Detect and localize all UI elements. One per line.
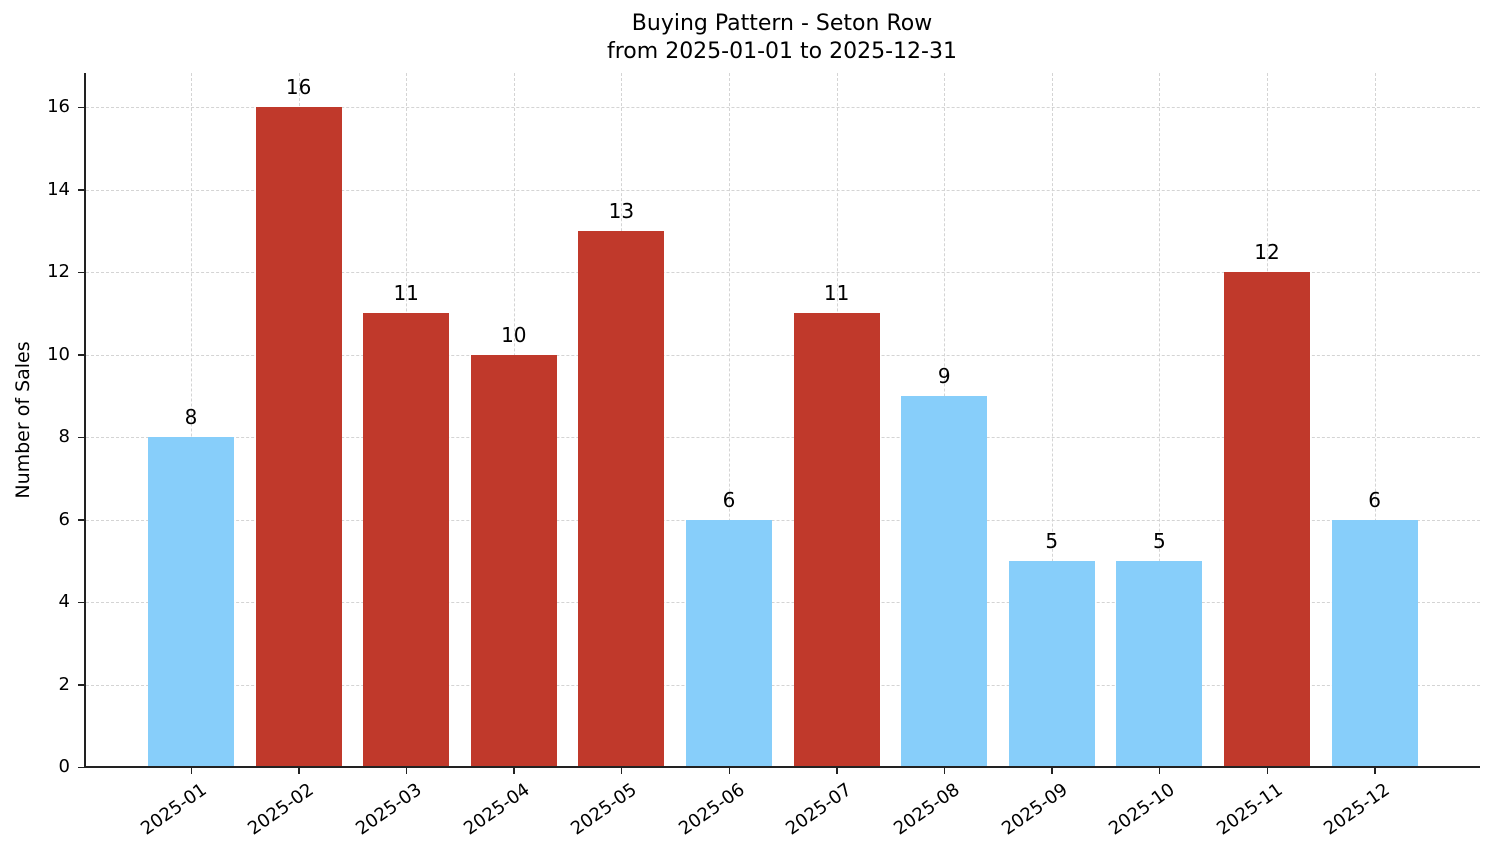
- bar-2025-11: [1224, 272, 1310, 767]
- x-tick-label: 2025-05: [567, 779, 641, 840]
- x-tick-label: 2025-09: [997, 779, 1072, 840]
- x-tick-label: 2025-08: [890, 779, 964, 840]
- y-axis-line: [84, 73, 86, 768]
- chart-title-main: Buying Pattern - Seton Row: [631, 11, 933, 36]
- bar-value-label: 11: [823, 281, 850, 306]
- bar-2025-04: [470, 354, 557, 767]
- y-tick: [78, 519, 84, 521]
- bar-2025-10: [1116, 560, 1203, 767]
- h-gridline: [86, 437, 1480, 438]
- chart-subtitle: from 2025-01-01 to 2025-12-31: [607, 39, 957, 64]
- y-tick: [78, 436, 84, 438]
- h-gridline: [86, 684, 1480, 686]
- bar-2025-02: [255, 107, 342, 767]
- h-gridline: [86, 354, 1480, 356]
- y-tick-label: 2: [58, 673, 70, 695]
- v-gridline: [729, 73, 730, 767]
- bar-2025-06: [686, 519, 772, 767]
- x-tick-label: 2025-04: [459, 779, 534, 840]
- bar-value-label: 10: [501, 322, 527, 347]
- bar-value-label: 5: [1045, 528, 1059, 553]
- bar-value-label: 8: [184, 405, 198, 429]
- x-tick-label: 2025-11: [1212, 779, 1287, 840]
- y-tick: [78, 271, 84, 273]
- x-tick: [1158, 768, 1161, 774]
- bar-value-label: 12: [1254, 240, 1280, 264]
- x-tick: [1266, 768, 1268, 774]
- x-tick: [298, 768, 300, 774]
- v-gridline: [191, 73, 192, 767]
- x-tick-label: 2025-01: [136, 779, 211, 840]
- x-tick: [943, 768, 946, 774]
- x-tick: [620, 768, 623, 774]
- x-tick: [405, 768, 408, 774]
- bar-2025-03: [363, 313, 450, 767]
- bar-2025-08: [901, 395, 988, 767]
- bar-2025-09: [1008, 560, 1095, 767]
- y-axis-label: Number of Sales: [12, 341, 34, 499]
- y-tick-label: 14: [47, 178, 70, 200]
- x-axis-line: [84, 766, 1480, 768]
- y-tick: [78, 684, 84, 686]
- bar-2025-12: [1331, 519, 1418, 767]
- v-gridline: [1051, 73, 1053, 767]
- h-gridline: [86, 107, 1480, 108]
- x-tick: [728, 768, 730, 774]
- x-tick-label: 2025-03: [352, 779, 426, 840]
- y-tick-label: 0: [58, 756, 70, 777]
- y-tick: [78, 601, 84, 603]
- y-tick-label: 4: [58, 591, 70, 612]
- v-gridline: [1374, 73, 1376, 767]
- y-tick-label: 6: [58, 508, 70, 530]
- x-tick-label: 2025-10: [1105, 779, 1179, 840]
- bar-value-label: 6: [1368, 487, 1381, 512]
- bar-2025-05: [578, 230, 665, 767]
- h-gridline: [86, 602, 1480, 603]
- bar-value-label: 5: [1153, 528, 1166, 553]
- bar-2025-01: [148, 437, 234, 767]
- y-tick: [78, 766, 84, 768]
- x-tick: [513, 768, 515, 774]
- y-tick-label: 8: [58, 426, 70, 447]
- h-gridline: [86, 189, 1480, 191]
- bar-value-label: 9: [937, 363, 951, 388]
- x-tick-label: 2025-02: [244, 779, 319, 840]
- bar-value-label: 16: [285, 75, 312, 99]
- h-gridline: [86, 519, 1480, 521]
- x-tick: [1374, 768, 1376, 774]
- y-tick: [78, 189, 84, 191]
- x-tick-label: 2025-12: [1320, 779, 1395, 840]
- x-tick-label: 2025-07: [782, 779, 857, 840]
- bar-value-label: 11: [393, 281, 419, 306]
- bar-2025-07: [793, 313, 880, 767]
- bar-value-label: 13: [608, 198, 635, 223]
- y-tick-label: 10: [47, 343, 70, 365]
- x-tick: [1051, 768, 1053, 774]
- y-tick-label: 12: [47, 261, 70, 282]
- x-tick: [190, 768, 192, 774]
- y-tick: [78, 106, 84, 108]
- x-tick: [836, 768, 838, 774]
- v-gridline: [1159, 73, 1161, 767]
- y-tick: [78, 354, 84, 356]
- chart-title: Buying Pattern - Seton Row from 2025-01-…: [0, 10, 1494, 66]
- h-gridline: [86, 272, 1480, 273]
- bar-value-label: 6: [722, 487, 736, 512]
- y-tick-label: 16: [47, 96, 70, 117]
- x-tick-label: 2025-06: [674, 779, 749, 840]
